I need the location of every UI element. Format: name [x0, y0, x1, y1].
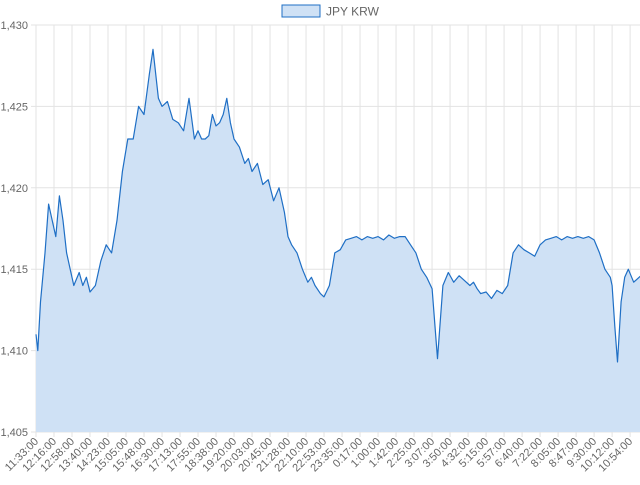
y-tick-label: 1,405: [0, 427, 28, 439]
y-tick-label: 1,410: [0, 346, 28, 358]
legend-swatch: [281, 4, 321, 18]
y-tick-label: 1,430: [0, 20, 28, 32]
y-tick-label: 1,425: [0, 101, 28, 113]
series-layer: [35, 48, 640, 432]
legend[interactable]: JPY KRW: [281, 4, 380, 19]
y-tick-label: 1,420: [0, 183, 28, 195]
y-tick-label: 1,415: [0, 264, 28, 276]
series-line[interactable]: [35, 48, 640, 363]
legend-label: JPY KRW: [326, 5, 380, 19]
series-area: [36, 49, 640, 432]
